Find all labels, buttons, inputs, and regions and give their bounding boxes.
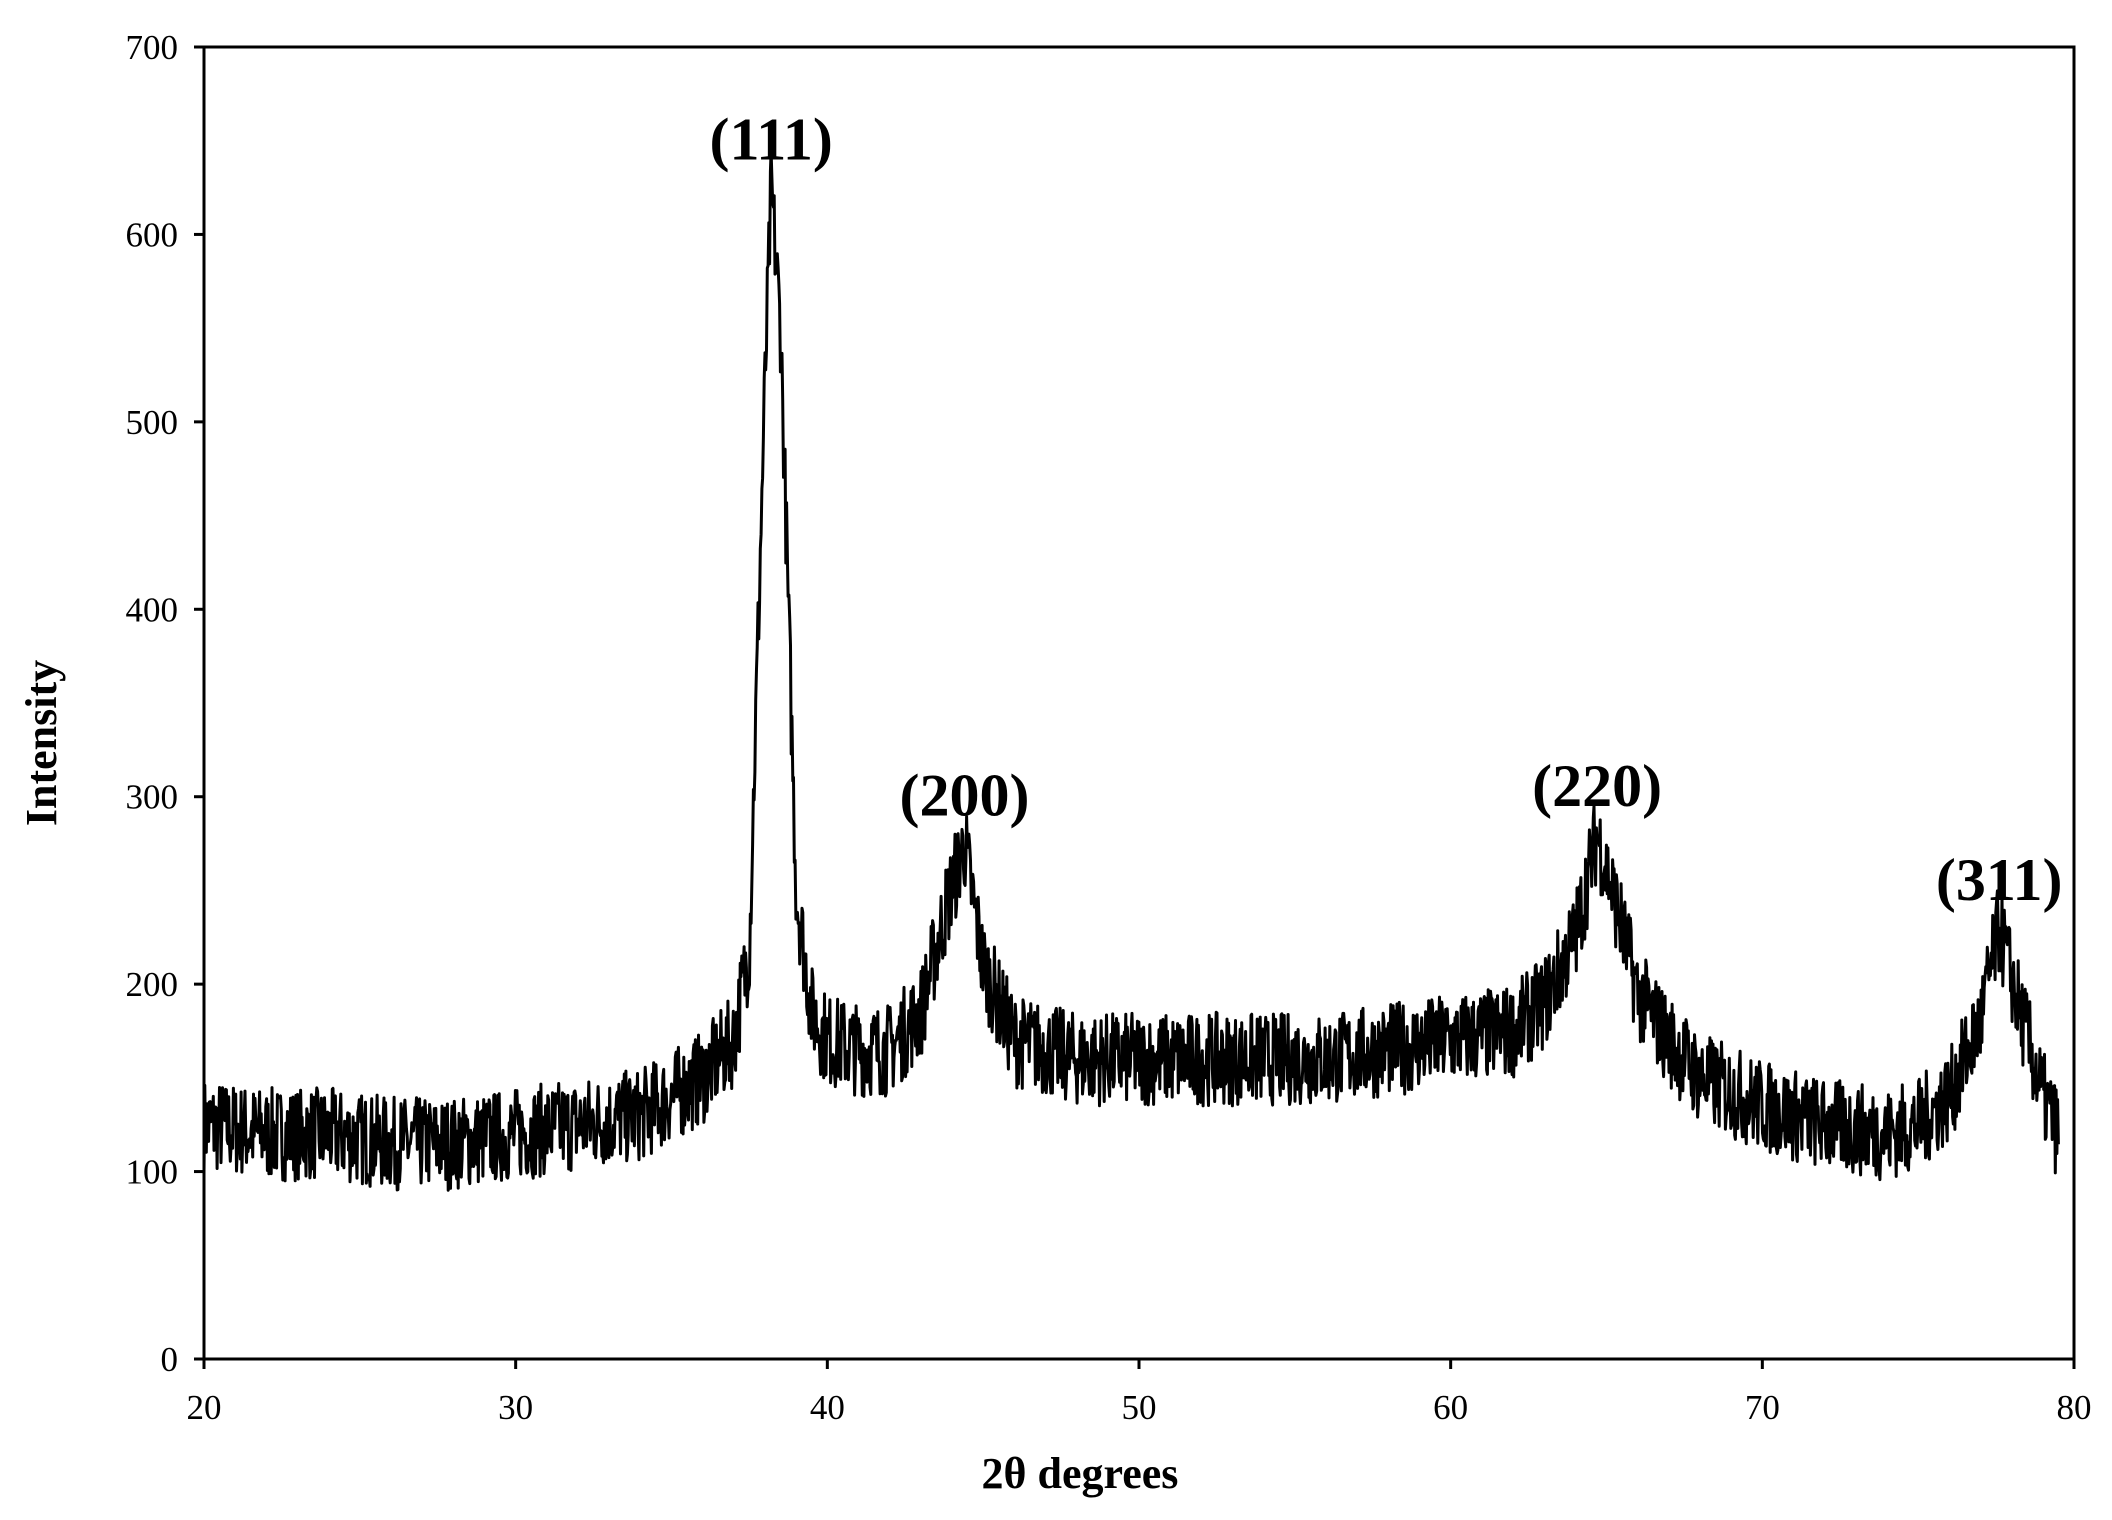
x-axis-title: 2θ degrees xyxy=(982,1449,1179,1498)
peak-label: (311) xyxy=(1936,847,2063,913)
peak-label: (220) xyxy=(1532,753,1662,819)
x-tick-label: 30 xyxy=(498,1388,533,1427)
x-axis: 20 30 40 50 60 70 80 xyxy=(187,1359,2092,1427)
peak-label: (200) xyxy=(899,763,1029,829)
y-tick-label: 400 xyxy=(126,590,179,629)
y-axis: 0 100 200 300 400 500 600 700 xyxy=(126,28,204,1379)
x-tick-label: 20 xyxy=(187,1388,222,1427)
x-tick-label: 50 xyxy=(1122,1388,1157,1427)
y-tick-label: 200 xyxy=(126,965,179,1004)
y-axis-title: Intensity xyxy=(17,660,66,826)
peak-labels: (111) (200) (220) (311) xyxy=(710,107,2063,913)
y-tick-label: 600 xyxy=(126,215,179,254)
y-tick-label: 0 xyxy=(161,1340,179,1379)
x-tick-label: 70 xyxy=(1745,1388,1780,1427)
y-tick-label: 300 xyxy=(126,778,179,817)
y-tick-label: 100 xyxy=(126,1153,179,1192)
peak-label: (111) xyxy=(710,107,833,173)
x-tick-label: 40 xyxy=(810,1388,845,1427)
y-tick-label: 700 xyxy=(126,28,179,67)
x-tick-label: 60 xyxy=(1433,1388,1468,1427)
y-tick-label: 500 xyxy=(126,403,179,442)
x-tick-label: 80 xyxy=(2057,1388,2092,1427)
series-line xyxy=(202,149,2060,1192)
